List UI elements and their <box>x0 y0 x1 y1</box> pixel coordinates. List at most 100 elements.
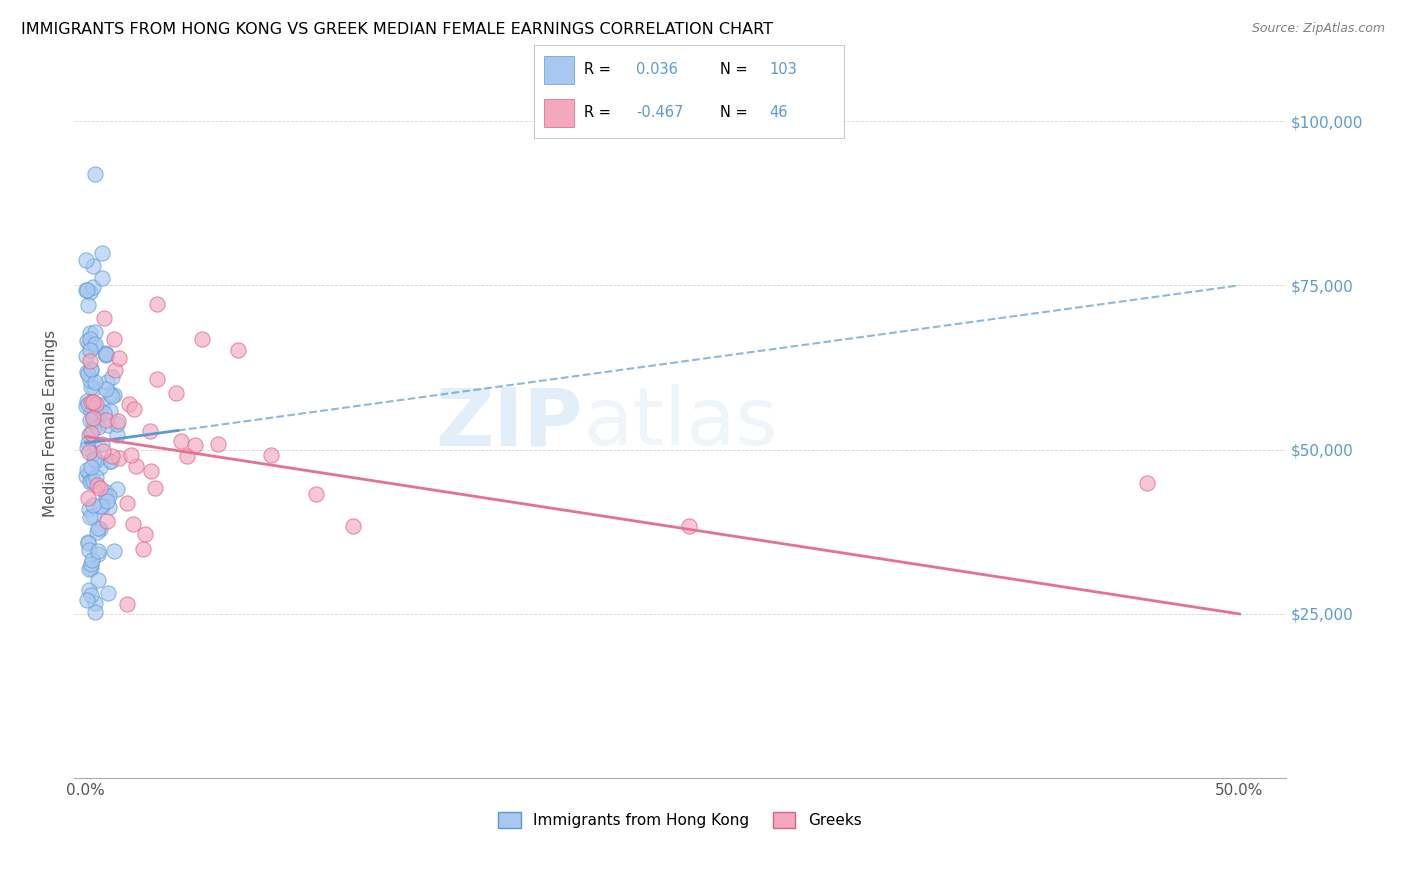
Point <box>75 349 97 363</box>
Point <box>122 402 145 417</box>
Point <box>97 418 120 433</box>
Point <box>77 396 100 410</box>
Point <box>76 394 98 409</box>
Point <box>342 518 364 533</box>
Point <box>98 500 121 514</box>
Point <box>76 441 98 455</box>
Point <box>86 397 108 411</box>
Point <box>101 449 124 463</box>
Text: R =: R = <box>583 62 610 78</box>
Point <box>77 427 100 442</box>
Point <box>191 333 214 347</box>
Point <box>96 493 118 508</box>
Point <box>83 451 105 466</box>
Point <box>77 542 100 557</box>
Point <box>86 544 108 558</box>
Point <box>84 470 107 484</box>
Point <box>75 253 97 268</box>
Point <box>80 380 103 394</box>
Point <box>79 343 101 357</box>
Point <box>83 167 105 181</box>
Point <box>83 596 105 610</box>
Point <box>87 521 110 535</box>
Point <box>101 370 124 384</box>
Point <box>79 444 101 458</box>
Point <box>76 365 98 379</box>
Point <box>105 417 128 431</box>
Point <box>93 311 115 326</box>
Point <box>90 245 112 260</box>
Point <box>77 336 100 351</box>
Point <box>89 404 111 418</box>
Point <box>79 354 101 368</box>
Point <box>305 487 328 501</box>
Bar <box>544 99 575 127</box>
Text: N =: N = <box>720 105 748 120</box>
Point <box>91 398 114 412</box>
Bar <box>544 56 575 84</box>
Text: atlas: atlas <box>583 384 778 462</box>
Point <box>100 453 122 467</box>
Point <box>80 425 103 440</box>
Point <box>79 582 101 597</box>
Point <box>94 347 117 361</box>
Point <box>86 477 108 491</box>
Point <box>87 547 110 561</box>
Point <box>207 437 229 451</box>
Point <box>118 396 141 410</box>
Point <box>82 259 104 273</box>
Point <box>146 372 169 386</box>
Point <box>76 283 98 297</box>
Point <box>260 448 283 462</box>
Point <box>80 394 103 409</box>
Point <box>678 519 700 533</box>
Point <box>105 482 128 496</box>
Point <box>98 404 121 418</box>
Point <box>80 362 103 376</box>
Point <box>86 574 108 588</box>
Point <box>108 451 131 466</box>
Point <box>79 373 101 387</box>
Point <box>76 592 98 607</box>
Text: 46: 46 <box>769 105 787 120</box>
Point <box>82 280 104 294</box>
Point <box>98 454 121 468</box>
Point <box>132 542 155 557</box>
Point <box>96 382 118 396</box>
Point <box>82 499 104 513</box>
Point <box>96 514 118 528</box>
Point <box>82 395 104 409</box>
Point <box>96 413 118 427</box>
Point <box>79 285 101 299</box>
Point <box>77 562 100 576</box>
Point <box>134 527 156 541</box>
Text: IMMIGRANTS FROM HONG KONG VS GREEK MEDIAN FEMALE EARNINGS CORRELATION CHART: IMMIGRANTS FROM HONG KONG VS GREEK MEDIA… <box>21 22 773 37</box>
Text: ZIP: ZIP <box>436 384 583 462</box>
Point <box>79 326 101 341</box>
Point <box>84 411 107 425</box>
Point <box>79 509 101 524</box>
Point <box>79 332 101 346</box>
Point <box>82 446 104 460</box>
Point <box>141 464 163 478</box>
Point <box>83 381 105 395</box>
Point <box>165 386 187 401</box>
Point <box>91 443 114 458</box>
Point <box>82 414 104 428</box>
Point <box>89 522 111 536</box>
Point <box>82 552 104 566</box>
Point <box>1136 475 1159 490</box>
Point <box>138 424 160 438</box>
Point <box>82 474 104 488</box>
Point <box>76 463 98 477</box>
Point <box>176 449 198 463</box>
Point <box>103 332 125 346</box>
Point <box>82 422 104 436</box>
Point <box>77 535 100 549</box>
Point <box>98 387 121 401</box>
Point <box>87 419 110 434</box>
Text: 103: 103 <box>769 62 797 78</box>
Point <box>84 453 107 467</box>
Point <box>76 436 98 450</box>
Point <box>91 437 114 451</box>
